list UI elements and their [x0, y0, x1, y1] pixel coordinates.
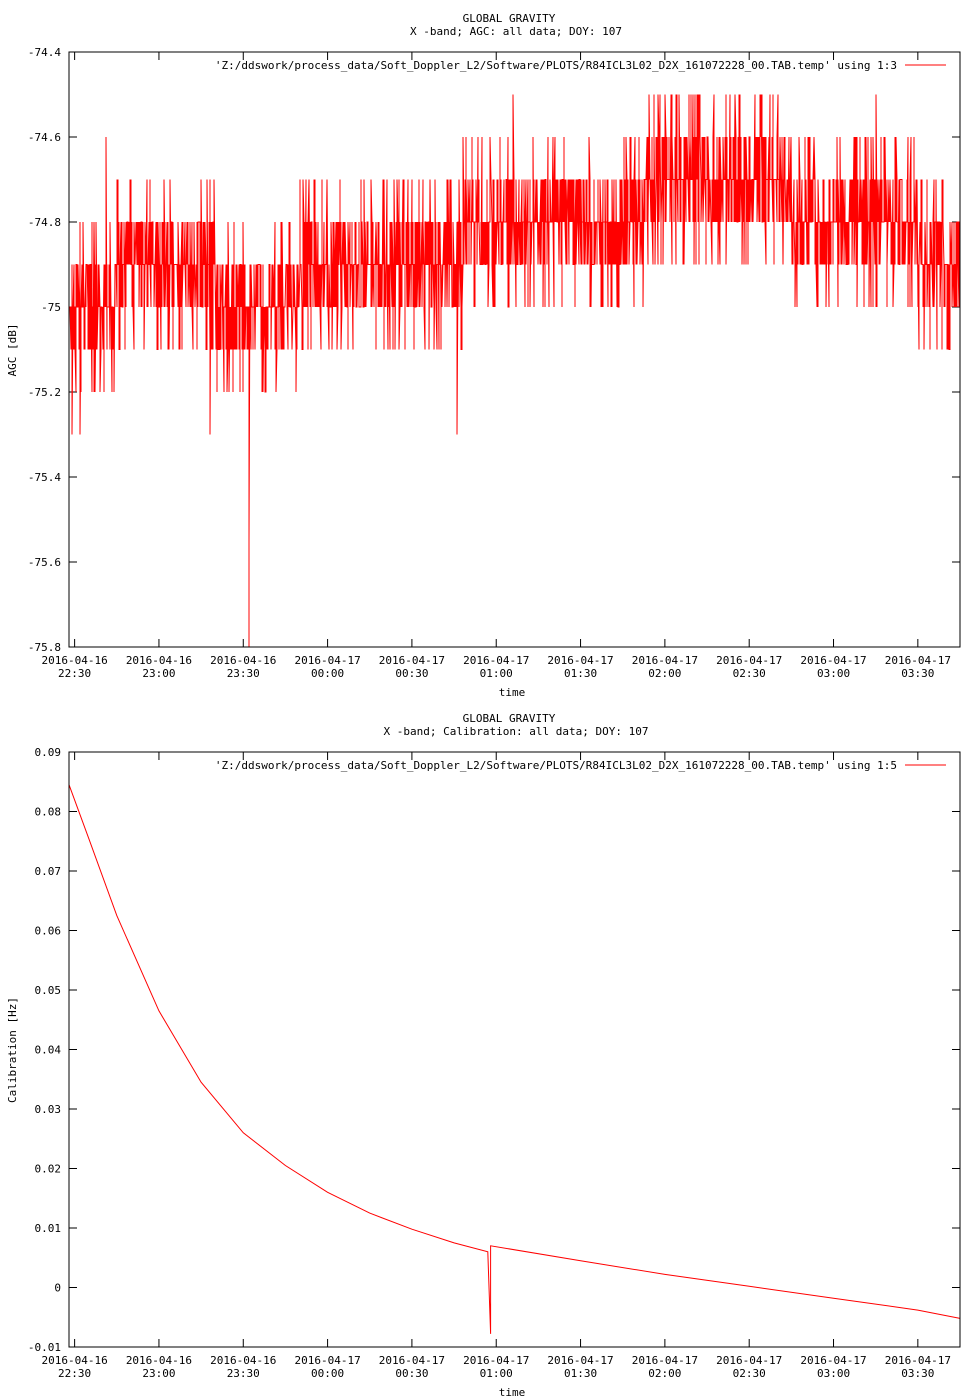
y-tick-label: -74.6: [28, 131, 61, 144]
x-tick-time: 03:00: [817, 1367, 850, 1380]
x-tick-date: 2016-04-17: [800, 654, 866, 667]
x-tick-time: 01:00: [480, 667, 513, 680]
y-tick-label: 0.07: [35, 865, 62, 878]
x-tick-time: 03:30: [901, 667, 934, 680]
chart-title: GLOBAL GRAVITY: [463, 712, 556, 725]
y-tick-label: -75: [41, 301, 61, 314]
y-tick-label: 0.05: [35, 984, 62, 997]
x-tick-date: 2016-04-17: [885, 1354, 951, 1367]
x-tick-date: 2016-04-17: [632, 1354, 698, 1367]
x-tick-date: 2016-04-17: [463, 1354, 529, 1367]
x-tick-date: 2016-04-16: [126, 1354, 192, 1367]
y-tick-label: -0.01: [28, 1341, 61, 1354]
x-tick-time: 01:30: [564, 667, 597, 680]
x-tick-time: 01:30: [564, 1367, 597, 1380]
x-tick-date: 2016-04-17: [294, 654, 360, 667]
plot-area: [68, 784, 961, 1334]
y-axis-label: AGC [dB]: [6, 324, 19, 377]
y-tick-label: -74.4: [28, 46, 61, 59]
x-tick-time: 23:30: [227, 667, 260, 680]
x-tick-time: 22:30: [58, 1367, 91, 1380]
y-tick-label: 0.08: [35, 806, 62, 819]
x-tick-time: 01:00: [480, 1367, 513, 1380]
x-axis-label: time: [499, 686, 526, 699]
x-tick-date: 2016-04-17: [379, 654, 445, 667]
chart-title: GLOBAL GRAVITY: [463, 12, 556, 25]
y-tick-label: 0.06: [35, 925, 62, 938]
x-tick-date: 2016-04-17: [885, 654, 951, 667]
x-tick-date: 2016-04-17: [800, 1354, 866, 1367]
x-tick-time: 03:30: [901, 1367, 934, 1380]
x-tick-date: 2016-04-17: [632, 654, 698, 667]
x-tick-date: 2016-04-17: [547, 1354, 613, 1367]
x-tick-date: 2016-04-17: [547, 654, 613, 667]
x-tick-time: 23:00: [142, 1367, 175, 1380]
series-line: [68, 94, 961, 647]
x-tick-time: 02:30: [733, 667, 766, 680]
y-tick-label: -75.8: [28, 641, 61, 654]
x-tick-date: 2016-04-17: [294, 1354, 360, 1367]
y-tick-label: 0.02: [35, 1163, 62, 1176]
x-tick-time: 03:00: [817, 667, 850, 680]
x-tick-time: 02:00: [648, 667, 681, 680]
x-tick-time: 22:30: [58, 667, 91, 680]
y-tick-label: 0.01: [35, 1222, 62, 1235]
chart-subtitle: X -band; Calibration: all data; DOY: 107: [384, 725, 649, 738]
agc-chart: GLOBAL GRAVITY X -band; AGC: all data; D…: [6, 12, 961, 699]
plot-frame: [68, 751, 961, 1348]
x-tick-time: 00:00: [311, 667, 344, 680]
y-tick-label: -74.8: [28, 216, 61, 229]
tick-group: 0.09 0.08 0.07 0.06 0.05 0.04 0.03 0.02 0.01 0 -0.…: [28, 746, 960, 1380]
plot-frame: [68, 51, 961, 648]
calibration-chart: GLOBAL GRAVITY X -band; Calibration: all…: [6, 712, 961, 1399]
x-tick-time: 02:00: [648, 1367, 681, 1380]
x-tick-time: 00:30: [395, 1367, 428, 1380]
y-tick-label: -75.6: [28, 556, 61, 569]
x-tick-date: 2016-04-16: [42, 1354, 108, 1367]
y-tick-label: 0.09: [35, 746, 62, 759]
series-line: [68, 784, 961, 1334]
y-tick-label: 0.03: [35, 1103, 62, 1116]
x-tick-date: 2016-04-16: [210, 654, 276, 667]
tick-group: -74.4-74.6-74.8-75-75.2-75.4-75.6-75.820…: [28, 46, 960, 680]
x-tick-time: 00:00: [311, 1367, 344, 1380]
x-tick-time: 23:00: [142, 667, 175, 680]
x-tick-time: 23:30: [227, 1367, 260, 1380]
x-tick-date: 2016-04-17: [716, 654, 782, 667]
x-tick-date: 2016-04-17: [379, 1354, 445, 1367]
x-tick-date: 2016-04-16: [210, 1354, 276, 1367]
x-tick-time: 02:30: [733, 1367, 766, 1380]
x-tick-date: 2016-04-16: [42, 654, 108, 667]
x-tick-date: 2016-04-17: [463, 654, 529, 667]
y-tick-label: 0.04: [35, 1044, 62, 1057]
chart-subtitle: X -band; AGC: all data; DOY: 107: [410, 25, 622, 38]
legend-label: 'Z:/ddswork/process_data/Soft_Doppler_L2…: [215, 759, 897, 772]
x-axis-label: time: [499, 1386, 526, 1399]
y-tick-label: 0: [54, 1282, 61, 1295]
legend-label: 'Z:/ddswork/process_data/Soft_Doppler_L2…: [215, 59, 897, 72]
y-tick-label: -75.4: [28, 471, 61, 484]
y-axis-label: Calibration [Hz]: [6, 997, 19, 1103]
x-tick-date: 2016-04-16: [126, 654, 192, 667]
y-tick-label: -75.2: [28, 386, 61, 399]
plot-area: [68, 94, 961, 647]
x-tick-time: 00:30: [395, 667, 428, 680]
x-tick-date: 2016-04-17: [716, 1354, 782, 1367]
